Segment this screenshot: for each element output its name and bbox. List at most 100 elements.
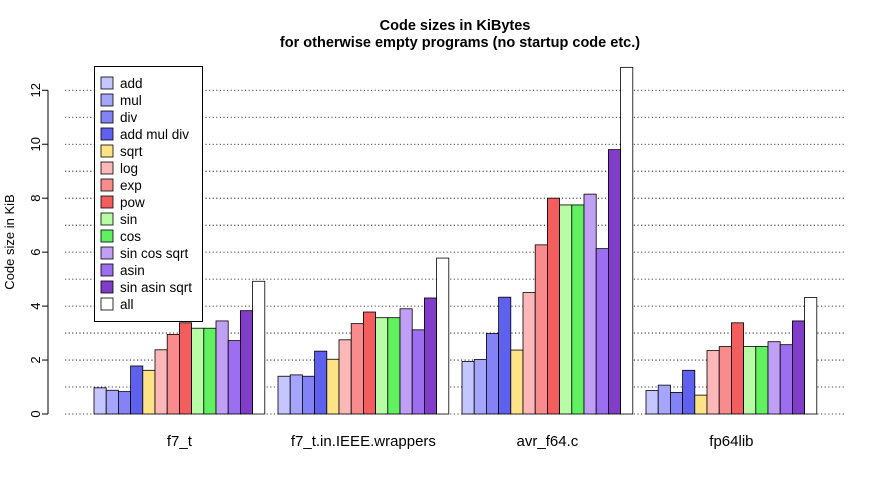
bar-1-4 [326,358,340,415]
legend-label-3: add mul div [120,127,189,142]
legend-swatch-2 [100,110,114,124]
bar-1-5 [338,339,352,415]
legend-swatch-9 [100,229,114,243]
bar-2-8 [559,204,573,415]
bar-2-7 [547,197,561,415]
x-axis-labels: f7_t f7_t.in.IEEE.wrappers avr_f64.c fp64li… [167,433,754,450]
legend-label-0: add [120,76,143,91]
chart-subtitle: for otherwise empty programs (no startup… [280,35,640,51]
legend-label-12: sin asin sqrt [120,280,192,295]
legend-box [94,66,203,322]
bar-0-3 [130,365,144,415]
bar-2-0 [461,360,475,415]
bar-1-8 [375,317,389,415]
bar-1-12 [423,297,437,415]
bar-3-4 [694,394,708,415]
legend-swatch-6 [100,178,114,192]
y-axis: 0 2 4 6 8 10 12 [28,83,49,418]
legend: add mul div add mul div sqrt log exp pow sin cos s… [94,66,203,322]
bar-0-8 [191,327,205,415]
bar-0-0 [93,387,107,415]
bar-1-7 [362,311,376,415]
bar-2-13 [620,66,634,415]
bar-2-10 [583,193,597,415]
bar-3-11 [779,344,793,415]
legend-label-2: div [120,110,138,125]
legend-label-5: log [120,161,138,176]
legend-label-4: sqrt [120,144,143,159]
bar-0-11 [227,340,241,415]
bar-0-13 [252,280,266,415]
legend-swatch-5 [100,161,114,175]
legend-swatch-1 [100,93,114,107]
bar-0-12 [239,310,253,415]
legend-label-13: all [120,297,134,312]
bar-2-9 [571,204,585,415]
category-label-0: f7_t [167,433,193,450]
legend-label-11: asin [120,263,145,278]
legend-swatch-13 [100,297,114,311]
bar-3-7 [731,322,745,415]
y-tick-label-2: 2 [28,356,43,363]
bar-3-12 [792,320,806,415]
legend-swatch-10 [100,246,114,260]
legend-swatch-12 [100,280,114,294]
legend-label-9: cos [120,229,141,244]
bar-3-8 [743,346,757,415]
bar-2-5 [522,292,536,415]
bars [93,66,818,415]
category-label-2: avr_f64.c [517,433,579,450]
bar-1-3 [314,350,328,415]
y-axis-label: Code size in KiB [2,194,17,289]
bar-0-2 [118,391,132,415]
bar-1-6 [350,323,364,415]
y-tick-label-10: 10 [28,137,43,151]
chart-title: Code sizes in KiBytes [380,18,531,34]
bar-1-1 [289,374,303,415]
legend-swatch-8 [100,212,114,226]
bar-1-0 [277,375,291,415]
bar-0-4 [142,369,156,415]
bar-0-7 [178,322,192,415]
bar-2-1 [473,359,487,415]
category-label-1: f7_t.in.IEEE.wrappers [291,433,436,450]
bar-3-5 [706,350,720,415]
legend-label-7: pow [120,195,145,210]
y-tick-label-12: 12 [28,83,43,97]
bar-0-9 [203,327,217,415]
y-tick-label-6: 6 [28,249,43,256]
bar-1-11 [411,329,425,415]
bar-3-6 [718,346,732,415]
y-tick-label-4: 4 [28,302,43,309]
bar-1-2 [301,375,315,415]
bar-0-5 [154,349,168,415]
bar-3-13 [804,297,818,415]
y-tick-label-8: 8 [28,195,43,202]
bar-2-11 [595,248,609,415]
bar-3-3 [682,369,696,415]
legend-label-8: sin [120,212,137,227]
legend-swatch-11 [100,263,114,277]
bar-2-6 [534,244,548,415]
bar-1-13 [436,257,450,415]
bar-3-1 [657,384,671,415]
bar-2-3 [498,296,512,415]
bar-2-4 [510,349,524,415]
bar-0-10 [215,320,229,415]
bar-0-6 [166,334,180,415]
legend-label-1: mul [120,93,142,108]
legend-swatch-0 [100,76,114,90]
legend-swatch-4 [100,144,114,158]
legend-label-6: exp [120,178,142,193]
bar-3-10 [767,341,781,415]
legend-label-10: sin cos sqrt [120,246,189,261]
bar-3-0 [645,390,659,415]
category-label-3: fp64lib [709,433,753,450]
bar-1-9 [387,317,401,415]
bar-2-2 [485,333,499,415]
bar-3-9 [755,346,769,415]
bar-3-2 [670,392,684,415]
bar-2-12 [608,149,622,415]
bar-0-1 [105,389,119,415]
